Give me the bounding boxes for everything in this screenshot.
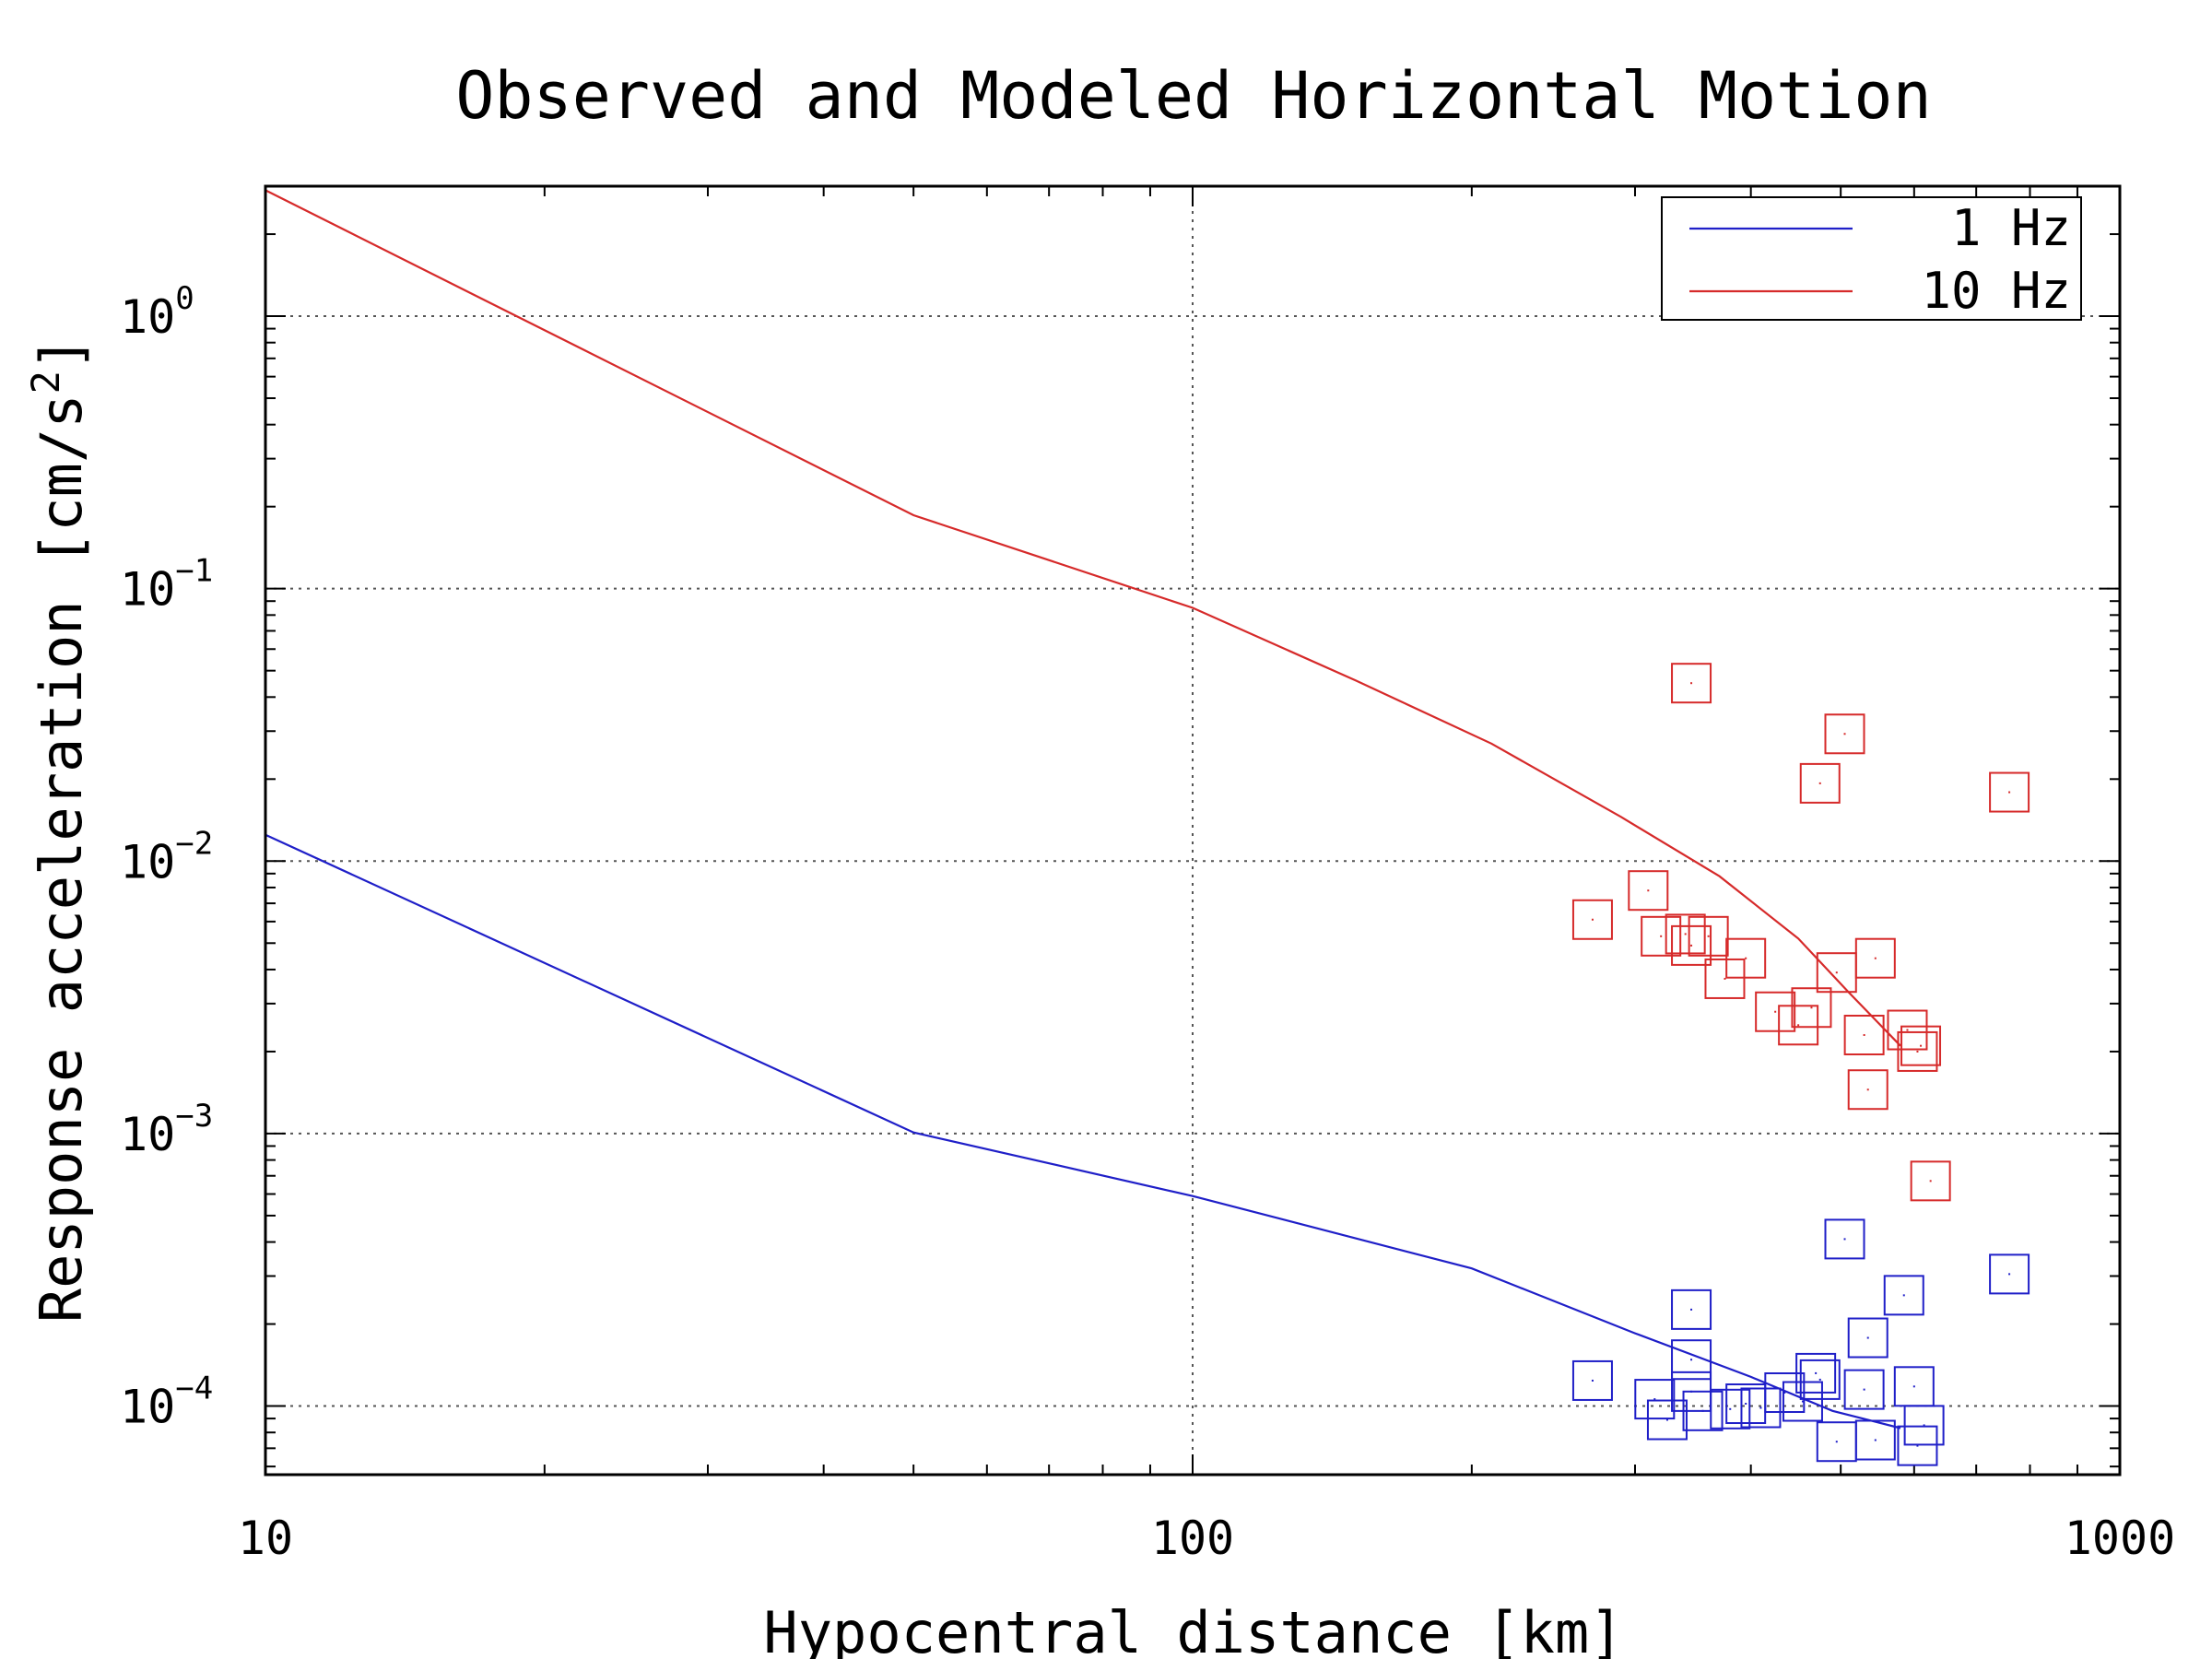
y-tick-label: 10−3 <box>120 1098 213 1161</box>
x-tick-label: 10 <box>238 1512 293 1565</box>
data-point <box>1824 713 1865 755</box>
y-axis-label: Response acceleration [cm/s2] <box>23 336 95 1323</box>
data-point <box>1665 913 1706 955</box>
data-point <box>1782 1381 1823 1422</box>
data-point <box>1900 1025 1942 1066</box>
data-point <box>1893 1366 1935 1407</box>
data-point <box>1704 958 1746 999</box>
y-tick-label: 10−4 <box>120 1371 213 1434</box>
data-point <box>1778 1005 1819 1046</box>
data-point <box>1646 1399 1688 1441</box>
data-point <box>1843 1369 1885 1410</box>
x-tick-label: 1000 <box>2065 1512 2175 1565</box>
data-point <box>1843 1014 1885 1055</box>
data-point <box>1571 899 1613 940</box>
data-point <box>1897 1030 1938 1072</box>
data-point <box>1847 1317 1888 1359</box>
y-tick-label: 10−1 <box>120 553 213 617</box>
y-axis-label-superscript: 2 <box>23 371 68 394</box>
data-point <box>1628 870 1669 912</box>
data-point <box>1854 1419 1896 1461</box>
data-point <box>1847 1069 1888 1111</box>
data-point <box>1634 1379 1676 1420</box>
data-point <box>1910 1160 1951 1202</box>
data-point <box>1897 1425 1938 1466</box>
legend-box <box>1661 196 2082 321</box>
y-tick-label: 100 <box>120 280 194 344</box>
y-tick-label: 10−2 <box>120 825 213 888</box>
data-point <box>1883 1275 1924 1316</box>
data-point <box>1671 663 1712 704</box>
data-point <box>1671 924 1712 966</box>
data-point <box>1887 1009 1928 1051</box>
data-point <box>1688 915 1729 957</box>
data-point <box>1725 937 1767 979</box>
data-point <box>1824 1218 1865 1260</box>
plot-frame <box>264 184 2122 1477</box>
data-point <box>1671 1339 1712 1381</box>
x-tick-label: 100 <box>1151 1512 1234 1565</box>
x-tick-labels: 10 100 1000 <box>238 1512 2175 1565</box>
data-point <box>1816 952 1857 994</box>
series-points <box>1571 663 2030 1466</box>
data-point <box>1816 1421 1857 1463</box>
y-axis-label-main: Response acceleration [cm/s <box>28 394 95 1323</box>
series-lines <box>265 189 1901 1430</box>
data-point <box>1799 1359 1841 1400</box>
data-point <box>1755 991 1796 1032</box>
data-point <box>1641 915 1682 957</box>
legend-label: 1 Hz <box>1951 199 2071 257</box>
data-point <box>1989 1253 2030 1295</box>
data-point <box>1671 1288 1712 1330</box>
data-point <box>1740 1387 1782 1429</box>
data-point <box>1795 1352 1837 1394</box>
legend-label: 10 Hz <box>1921 262 2071 320</box>
data-point <box>1791 987 1832 1029</box>
data-point <box>1903 1405 1945 1446</box>
chart-title: Observed and Modeled Horizontal Motion <box>455 58 1931 134</box>
y-tick-labels: 100 10−1 10−2 10−3 10−4 <box>120 280 213 1434</box>
y-axis-label-end: ] <box>28 336 95 371</box>
data-point <box>1710 1388 1751 1430</box>
series-line <box>265 833 1901 1430</box>
data-point <box>1571 1359 1613 1401</box>
data-point <box>1989 771 2030 813</box>
data-point <box>1799 762 1841 804</box>
x-axis-label: Hypocentral distance [km] <box>763 1599 1623 1659</box>
data-point <box>1854 937 1896 979</box>
grid <box>265 186 2120 1475</box>
series-line <box>265 189 1901 1047</box>
data-point <box>1682 1390 1724 1431</box>
